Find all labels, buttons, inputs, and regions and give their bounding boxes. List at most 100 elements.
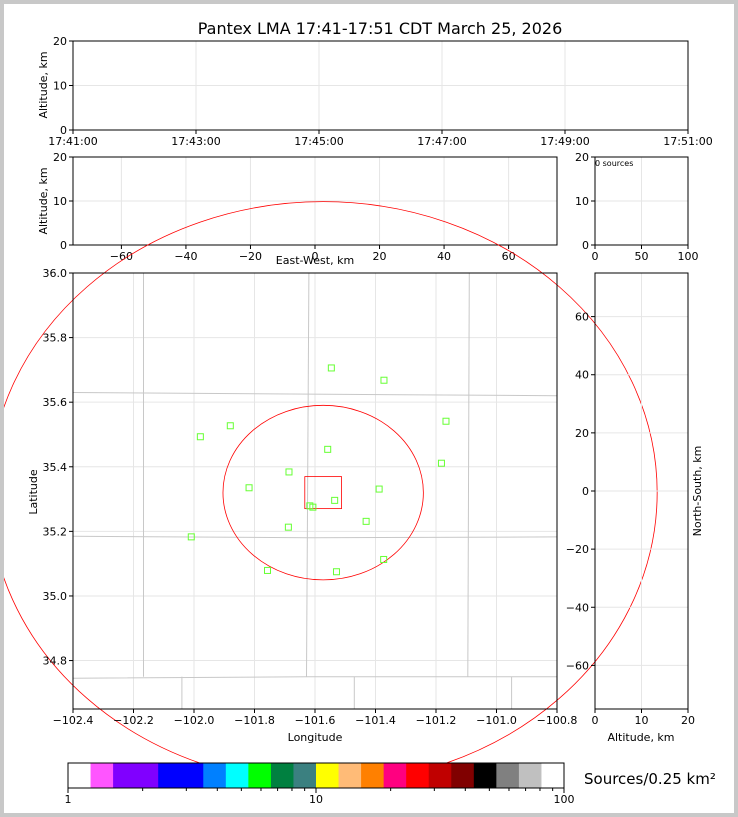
county-boundary xyxy=(72,535,558,539)
ns-altitude-xlabel: Altitude, km xyxy=(607,731,674,744)
time-altitude-ylabel: Altitude, km xyxy=(37,51,50,118)
time-altitude-xtick-label: 17:47:00 xyxy=(417,135,466,148)
plan-view-ytick-label: 35.8 xyxy=(43,332,68,345)
colorbar-cell xyxy=(496,763,520,788)
plan-view-panel: −102.4 −102.2 −102.0 −101.8 −101.6 −101.4 −101… xyxy=(4,201,658,784)
ns-altitude-xtick-label: 0 xyxy=(592,714,599,727)
ew-altitude-panel: −60 −40 −20 0 20 40 60 0 10 20 Altitude, km East-… xyxy=(37,151,558,267)
ns-altitude-ylabel: North-South, km xyxy=(691,446,704,537)
colorbar-cell xyxy=(361,763,385,788)
colorbar: 1 10 100 Sources/0.25 km² xyxy=(65,762,716,806)
ns-altitude-ytick-label: 20 xyxy=(575,427,589,440)
ew-altitude-xtick-label: −40 xyxy=(174,250,197,263)
figure-title: Pantex LMA 17:41-17:51 CDT March 25, 202… xyxy=(198,19,563,38)
ns-altitude-ytick-label: −40 xyxy=(566,601,589,614)
colorbar-cell xyxy=(383,763,407,788)
station-marker xyxy=(284,523,292,531)
station-marker xyxy=(309,503,317,511)
colorbar-cell xyxy=(90,763,114,788)
ew-altitude-xtick-label: 20 xyxy=(373,250,387,263)
county-boundary xyxy=(467,272,470,677)
plan-view-ytick-label: 34.8 xyxy=(43,655,68,668)
station-marker xyxy=(324,445,332,453)
plan-view-ytick-label: 36.0 xyxy=(43,267,68,280)
altitude-histogram-ytick-label: 20 xyxy=(575,151,589,164)
plan-view-xtick-label: −102.4 xyxy=(53,714,94,727)
station-marker xyxy=(327,364,335,372)
ew-altitude-ytick-label: 20 xyxy=(53,151,67,164)
ns-altitude-ytick-label: −60 xyxy=(566,659,589,672)
colorbar-cell xyxy=(541,763,565,788)
range-ring-30km xyxy=(222,404,424,581)
colorbar-label: Sources/0.25 km² xyxy=(584,770,716,788)
plan-view-xtick-label: −102.2 xyxy=(113,714,154,727)
ns-altitude-ytick-label: −20 xyxy=(566,543,589,556)
colorbar-cell xyxy=(248,763,272,788)
plan-view-xtick-label: −100.8 xyxy=(537,714,578,727)
station-marker xyxy=(375,485,383,493)
time-altitude-xtick-label: 17:45:00 xyxy=(294,135,343,148)
range-ring-100km xyxy=(4,201,658,784)
ew-altitude-ylabel: Altitude, km xyxy=(37,167,50,234)
colorbar-tick-label: 10 xyxy=(309,793,323,806)
county-boundary xyxy=(72,392,558,397)
station-marker xyxy=(442,417,450,425)
plan-view-xtick-label: −101.0 xyxy=(476,714,517,727)
county-boundary xyxy=(306,272,310,677)
time-altitude-ytick-label: 10 xyxy=(53,80,67,93)
county-boundary xyxy=(72,676,557,679)
colorbar-cell xyxy=(293,763,317,788)
plan-view-ytick-label: 35.2 xyxy=(43,525,68,538)
colorbar-cell xyxy=(338,763,362,788)
ns-altitude-xtick-label: 20 xyxy=(681,714,695,727)
colorbar-cell xyxy=(135,763,159,788)
time-altitude-xtick-label: 17:43:00 xyxy=(171,135,220,148)
plan-view-xlabel: Longitude xyxy=(288,731,343,744)
ew-altitude-xtick-label: 60 xyxy=(502,250,516,263)
altitude-histogram-ytick-label: 10 xyxy=(575,195,589,208)
colorbar-cell xyxy=(113,763,137,788)
station-marker xyxy=(245,484,253,492)
time-altitude-ytick-label: 0 xyxy=(60,124,67,137)
colorbar-cell xyxy=(158,763,182,788)
colorbar-cell xyxy=(225,763,249,788)
colorbar-cell xyxy=(316,763,340,788)
source-count-annotation: 0 sources xyxy=(595,159,633,168)
plan-view-ytick-label: 35.0 xyxy=(43,590,68,603)
colorbar-cell xyxy=(270,763,294,788)
figure-canvas: Pantex LMA 17:41-17:51 CDT March 25, 202… xyxy=(4,19,716,806)
station-marker xyxy=(264,566,272,574)
plan-view-xtick-label: −101.2 xyxy=(416,714,457,727)
station-marker xyxy=(331,496,339,504)
station-marker xyxy=(187,533,195,541)
plan-view-xtick-label: −101.4 xyxy=(355,714,396,727)
colorbar-cell xyxy=(180,763,204,788)
plan-view-xtick-label: −102.0 xyxy=(174,714,215,727)
colorbar-cell xyxy=(406,763,430,788)
figure: Pantex LMA 17:41-17:51 CDT March 25, 202… xyxy=(4,4,734,813)
altitude-histogram-panel: 0 50 100 0 10 20 0 sources xyxy=(575,151,699,263)
colorbar-cell xyxy=(451,763,475,788)
ns-altitude-ytick-label: 40 xyxy=(575,369,589,382)
station-marker xyxy=(380,555,388,563)
network-center-box xyxy=(304,476,342,510)
altitude-histogram-ytick-label: 0 xyxy=(582,239,589,252)
plan-view-xtick-label: −101.8 xyxy=(234,714,275,727)
county-lines xyxy=(72,272,558,709)
time-altitude-xtick-label: 17:51:00 xyxy=(663,135,712,148)
plan-view-xtick-label: −101.6 xyxy=(295,714,336,727)
station-marker xyxy=(362,517,370,525)
time-altitude-xtick-label: 17:41:00 xyxy=(48,135,97,148)
plan-view-ytick-label: 35.6 xyxy=(43,396,68,409)
plan-view-ylabel: Latitude xyxy=(27,469,40,515)
altitude-histogram-xtick-label: 100 xyxy=(678,250,699,263)
ew-altitude-ytick-label: 0 xyxy=(60,239,67,252)
station-marker xyxy=(332,568,340,576)
station-marker xyxy=(437,459,445,467)
colorbar-cell xyxy=(518,763,542,788)
station-marker xyxy=(285,468,293,476)
plan-view-ytick-label: 35.4 xyxy=(43,461,68,474)
ns-altitude-ytick-label: 60 xyxy=(575,311,589,324)
time-altitude-ytick-label: 20 xyxy=(53,35,67,48)
colorbar-tick-label: 1 xyxy=(65,793,72,806)
